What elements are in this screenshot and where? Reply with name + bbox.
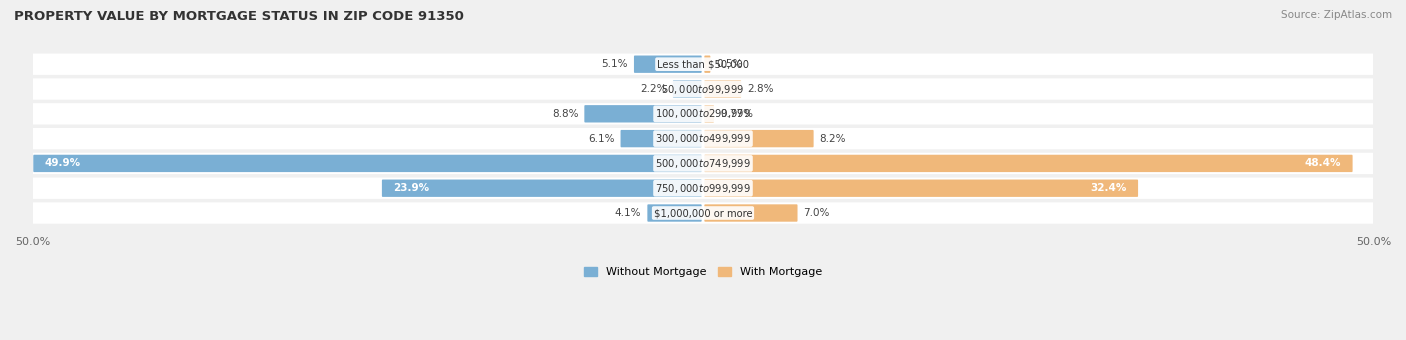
Text: 0.5%: 0.5% bbox=[717, 59, 742, 69]
Legend: Without Mortgage, With Mortgage: Without Mortgage, With Mortgage bbox=[579, 262, 827, 282]
FancyBboxPatch shape bbox=[620, 130, 702, 147]
FancyBboxPatch shape bbox=[704, 80, 741, 98]
Text: $500,000 to $749,999: $500,000 to $749,999 bbox=[655, 157, 751, 170]
Text: $50,000 to $99,999: $50,000 to $99,999 bbox=[661, 83, 745, 96]
Text: 2.8%: 2.8% bbox=[747, 84, 773, 94]
Text: 23.9%: 23.9% bbox=[394, 183, 429, 193]
FancyBboxPatch shape bbox=[704, 155, 1353, 172]
FancyBboxPatch shape bbox=[704, 55, 710, 73]
Text: 7.0%: 7.0% bbox=[804, 208, 830, 218]
Text: 5.1%: 5.1% bbox=[602, 59, 628, 69]
FancyBboxPatch shape bbox=[704, 105, 714, 122]
FancyBboxPatch shape bbox=[704, 204, 797, 222]
FancyBboxPatch shape bbox=[32, 53, 1374, 75]
FancyBboxPatch shape bbox=[32, 103, 1374, 124]
FancyBboxPatch shape bbox=[634, 55, 702, 73]
Text: $750,000 to $999,999: $750,000 to $999,999 bbox=[655, 182, 751, 195]
Text: 2.2%: 2.2% bbox=[640, 84, 666, 94]
FancyBboxPatch shape bbox=[647, 204, 702, 222]
Text: 8.8%: 8.8% bbox=[551, 109, 578, 119]
FancyBboxPatch shape bbox=[32, 128, 1374, 149]
FancyBboxPatch shape bbox=[704, 130, 814, 147]
FancyBboxPatch shape bbox=[32, 202, 1374, 224]
FancyBboxPatch shape bbox=[704, 180, 1137, 197]
FancyBboxPatch shape bbox=[34, 155, 702, 172]
Text: $1,000,000 or more: $1,000,000 or more bbox=[654, 208, 752, 218]
Text: 48.4%: 48.4% bbox=[1305, 158, 1341, 168]
Text: 0.77%: 0.77% bbox=[720, 109, 754, 119]
Text: $100,000 to $299,999: $100,000 to $299,999 bbox=[655, 107, 751, 120]
Text: Source: ZipAtlas.com: Source: ZipAtlas.com bbox=[1281, 10, 1392, 20]
Text: $300,000 to $499,999: $300,000 to $499,999 bbox=[655, 132, 751, 145]
FancyBboxPatch shape bbox=[32, 153, 1374, 174]
Text: PROPERTY VALUE BY MORTGAGE STATUS IN ZIP CODE 91350: PROPERTY VALUE BY MORTGAGE STATUS IN ZIP… bbox=[14, 10, 464, 23]
Text: 32.4%: 32.4% bbox=[1090, 183, 1126, 193]
FancyBboxPatch shape bbox=[32, 177, 1374, 199]
FancyBboxPatch shape bbox=[382, 180, 702, 197]
FancyBboxPatch shape bbox=[585, 105, 702, 122]
FancyBboxPatch shape bbox=[673, 80, 702, 98]
Text: 49.9%: 49.9% bbox=[45, 158, 80, 168]
Text: 8.2%: 8.2% bbox=[820, 134, 846, 143]
Text: Less than $50,000: Less than $50,000 bbox=[657, 59, 749, 69]
Text: 4.1%: 4.1% bbox=[614, 208, 641, 218]
FancyBboxPatch shape bbox=[32, 78, 1374, 100]
Text: 6.1%: 6.1% bbox=[588, 134, 614, 143]
